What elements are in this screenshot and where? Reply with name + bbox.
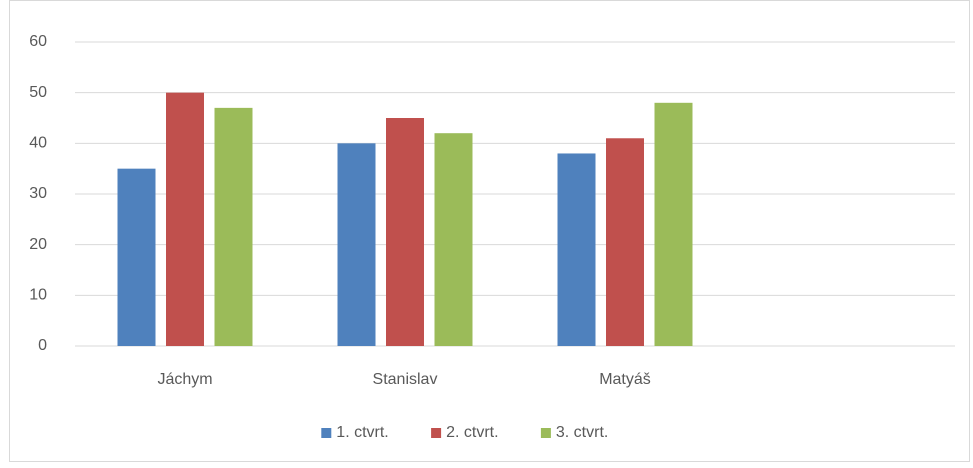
y-tick-label: 0 xyxy=(38,337,47,354)
y-tick-label: 50 xyxy=(29,84,47,101)
x-tick-label: Stanislav xyxy=(373,371,438,388)
y-tick-label: 10 xyxy=(29,287,47,304)
x-tick-label: Matyáš xyxy=(599,371,651,388)
x-tick-label: Jáchym xyxy=(157,371,212,388)
bar xyxy=(654,102,693,346)
bar xyxy=(434,133,473,346)
bar xyxy=(117,168,156,346)
legend-swatch xyxy=(431,428,442,438)
y-tick-label: 20 xyxy=(29,236,47,253)
y-tick-label: 60 xyxy=(29,33,47,50)
bar xyxy=(166,92,204,347)
legend-swatch xyxy=(540,428,551,438)
legend-swatch xyxy=(321,428,332,438)
legend-label: 2. ctvrt. xyxy=(446,424,498,441)
bar xyxy=(337,143,376,346)
y-tick-label: 30 xyxy=(29,185,47,202)
bar xyxy=(606,138,644,346)
legend-label: 3. ctvrt. xyxy=(556,424,608,441)
bar xyxy=(214,107,253,346)
bar xyxy=(386,118,424,346)
legend-label: 1. ctvrt. xyxy=(336,424,388,441)
y-tick-label: 40 xyxy=(29,135,47,152)
bar xyxy=(557,153,596,346)
